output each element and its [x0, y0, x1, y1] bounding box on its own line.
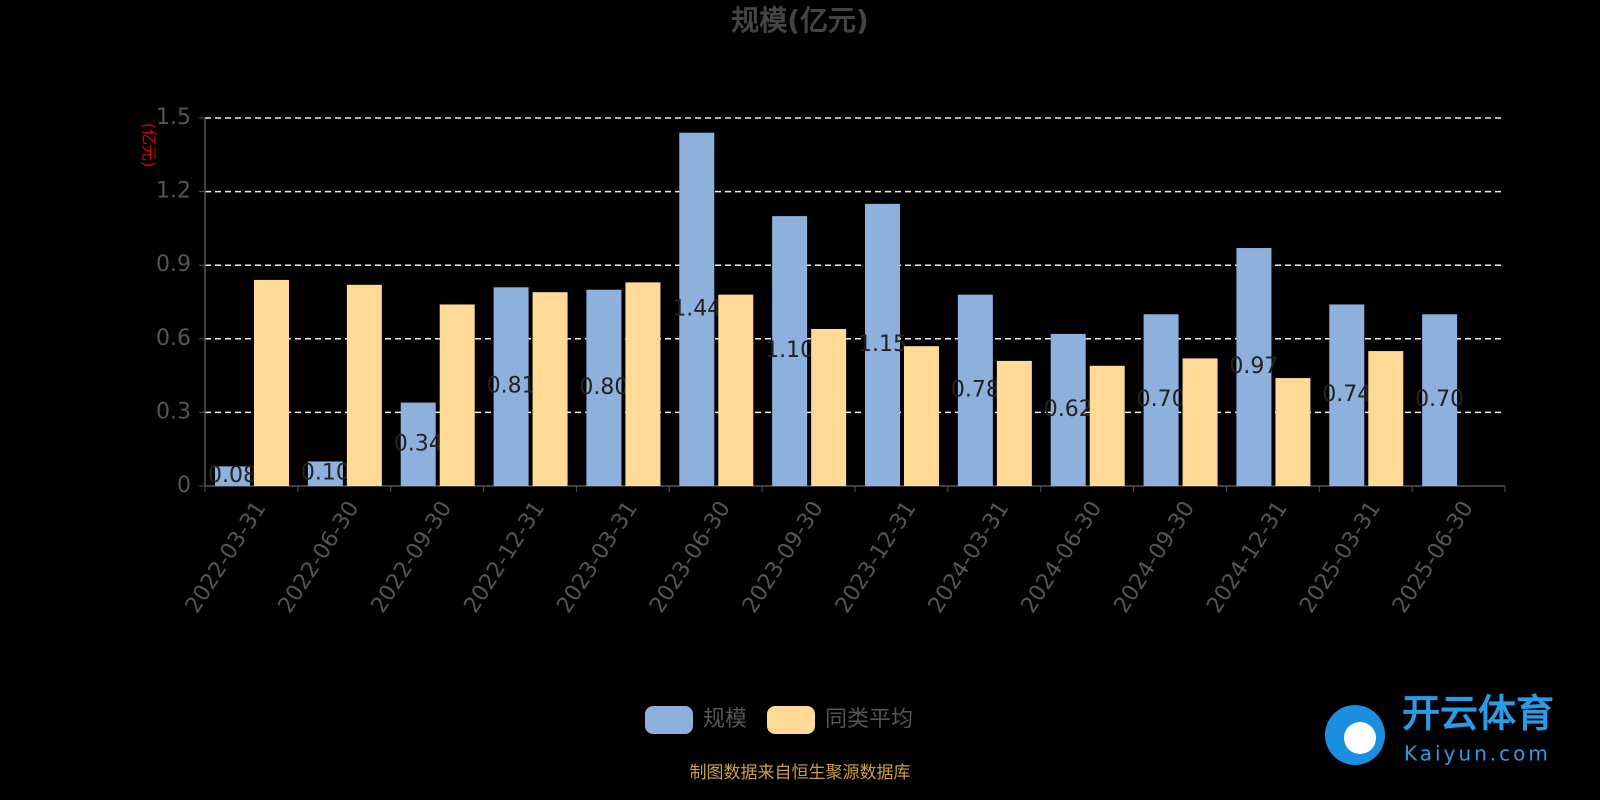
bar	[718, 294, 754, 486]
bar	[400, 402, 436, 486]
data-label: 1.44	[672, 296, 721, 321]
data-label: 0.74	[1322, 382, 1371, 407]
source-note: 制图数据来自恒生聚源数据库	[690, 763, 911, 783]
x-tick-label: 2024-09-30	[1109, 497, 1200, 618]
y-tick-label: 0.3	[156, 399, 191, 424]
data-label: 1.10	[765, 338, 814, 363]
x-tick-label: 2024-06-30	[1017, 497, 1108, 618]
bar	[532, 292, 568, 486]
bar	[254, 279, 289, 486]
bar	[1236, 248, 1272, 486]
bar	[215, 466, 250, 486]
watermark-name: 开云体育	[1402, 692, 1554, 736]
x-tick-label: 2023-12-31	[831, 497, 922, 618]
bar	[1143, 314, 1179, 486]
bar	[493, 287, 529, 486]
data-label: 0.34	[394, 431, 443, 456]
x-tick-label: 2022-12-31	[459, 497, 550, 618]
y-tick-label: 1.5	[156, 105, 191, 130]
bar	[957, 294, 993, 486]
x-tick-label: 2025-06-30	[1388, 497, 1479, 618]
x-tick-label: 2024-12-31	[1202, 497, 1293, 618]
data-label: 0.81	[487, 374, 536, 399]
chart-title: 规模(亿元)	[731, 4, 869, 37]
bar	[811, 328, 847, 486]
x-tick-label: 2023-09-30	[738, 497, 829, 618]
y-tick-label: 0.9	[156, 252, 191, 277]
bar	[586, 289, 622, 486]
bar	[1422, 314, 1458, 486]
data-label: 0.10	[301, 461, 350, 486]
bar	[1275, 378, 1311, 486]
data-label: 0.78	[951, 377, 1000, 402]
legend-swatch	[767, 706, 816, 734]
data-label: 0.70	[1415, 387, 1464, 412]
bar	[1368, 351, 1404, 486]
bar	[1089, 365, 1125, 486]
watermark-url: Kaiyun.com	[1404, 742, 1551, 766]
x-tick-label: 2022-09-30	[367, 497, 458, 618]
bar	[996, 360, 1032, 486]
x-tick-label: 2023-06-30	[645, 497, 736, 618]
legend-label: 同类平均	[825, 707, 913, 732]
x-tick-label: 2023-03-31	[552, 497, 643, 618]
legend-swatch	[645, 706, 693, 734]
y-tick-label: 1.2	[156, 179, 191, 204]
x-tick-label: 2022-06-30	[274, 497, 365, 618]
bar	[772, 216, 808, 486]
data-label: 0.70	[1137, 387, 1186, 412]
x-tick-label: 2025-03-31	[1295, 497, 1386, 618]
legend-label: 规模	[703, 707, 747, 732]
bar	[346, 284, 382, 486]
x-tick-label: 2022-03-31	[181, 497, 272, 618]
bar	[904, 346, 939, 486]
y-tick-label: 0	[177, 473, 191, 498]
y-tick-label: 0.6	[156, 326, 191, 351]
data-label: 0.62	[1044, 397, 1093, 422]
data-label: 0.08	[208, 463, 257, 488]
bar	[679, 132, 715, 486]
bar	[1182, 358, 1218, 486]
bar	[1050, 333, 1086, 486]
data-label: 0.80	[579, 375, 628, 400]
bar	[625, 282, 661, 486]
logo-ball	[1344, 722, 1376, 754]
bar	[439, 304, 475, 486]
data-label: 0.97	[1229, 354, 1278, 379]
watermark: 开云体育 Kaiyun.com	[1325, 692, 1554, 766]
y-axis-label: (亿元)	[140, 123, 159, 168]
bar	[1329, 304, 1365, 486]
bar	[865, 203, 900, 486]
bar	[307, 461, 343, 486]
x-tick-label: 2024-03-31	[924, 497, 1015, 618]
data-label: 1.15	[858, 332, 907, 357]
